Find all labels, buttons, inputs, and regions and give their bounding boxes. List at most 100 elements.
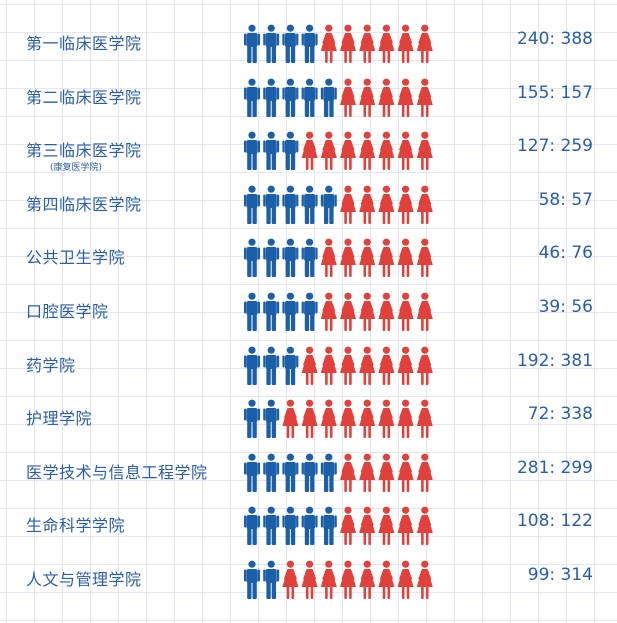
ratio-label: 127: 259: [516, 136, 593, 157]
ratio-label: 192: 381: [516, 350, 593, 371]
female-icon: [416, 506, 433, 546]
male-icon: [320, 453, 337, 492]
female-icon: [320, 399, 337, 439]
ratio-label: 155: 157: [516, 82, 593, 103]
female-icon: [378, 292, 395, 331]
gender-icon-row: [244, 238, 433, 278]
female-icon: [397, 78, 414, 117]
female-icon: [282, 399, 299, 439]
ratio-label: 72: 338: [527, 404, 593, 425]
male-icon: [263, 399, 280, 439]
female-icon: [359, 238, 376, 278]
ratio-label: 99: 314: [527, 565, 593, 585]
chart-row: 第三临床医学院 (康复医学院) 127: 259: [0, 127, 617, 179]
male-icon: [320, 506, 337, 546]
female-icon: [340, 24, 356, 63]
female-icon: [397, 346, 414, 385]
female-icon: [359, 78, 376, 117]
male-icon: [301, 24, 318, 63]
male-icon: [263, 131, 280, 171]
female-icon: [397, 560, 414, 599]
male-icon: [244, 399, 260, 439]
gender-icon-row: [244, 292, 433, 331]
female-icon: [416, 399, 433, 439]
female-icon: [416, 78, 433, 117]
ratio-label: 108: 122: [516, 511, 593, 532]
gender-icon-row: [244, 560, 433, 599]
female-icon: [301, 560, 318, 599]
female-icon: [340, 506, 356, 546]
male-icon: [301, 506, 318, 546]
college-label: 第三临床医学院: [26, 141, 142, 161]
male-icon: [282, 292, 299, 331]
ratio-label: 39: 56: [538, 297, 593, 317]
female-icon: [359, 506, 376, 546]
female-icon: [340, 399, 356, 439]
male-icon: [263, 453, 280, 492]
female-icon: [359, 24, 376, 63]
male-icon: [282, 78, 299, 117]
female-icon: [359, 560, 376, 599]
female-icon: [397, 24, 414, 63]
female-icon: [397, 399, 414, 439]
chart-row: 医学技术与信息工程学院 281: 299: [0, 449, 617, 501]
gender-icon-row: [244, 131, 433, 171]
gender-icon-row: [244, 78, 433, 117]
male-icon: [244, 560, 260, 599]
female-icon: [320, 238, 337, 278]
male-icon: [263, 506, 280, 546]
female-icon: [301, 131, 318, 171]
college-label: 第一临床医学院: [26, 34, 142, 53]
female-icon: [340, 131, 356, 171]
male-icon: [320, 78, 337, 117]
male-icon: [244, 506, 260, 546]
female-icon: [378, 399, 395, 439]
male-icon: [244, 346, 260, 385]
female-icon: [282, 560, 299, 599]
male-icon: [244, 292, 260, 331]
male-icon: [263, 292, 280, 331]
male-icon: [301, 453, 318, 492]
female-icon: [320, 560, 337, 599]
female-icon: [359, 292, 376, 331]
female-icon: [397, 238, 414, 278]
college-label: 药学院: [26, 355, 76, 375]
college-note: (康复医学院): [50, 163, 103, 174]
female-icon: [378, 24, 395, 63]
male-icon: [301, 238, 318, 278]
female-icon: [359, 131, 376, 171]
ratio-label: 58: 57: [538, 189, 593, 210]
gender-icon-row: [244, 346, 433, 385]
female-icon: [416, 292, 433, 331]
female-icon: [340, 560, 356, 599]
male-icon: [244, 24, 260, 63]
female-icon: [416, 24, 433, 63]
chart-row: 人文与管理学院 99: 314: [0, 556, 617, 608]
female-icon: [340, 292, 356, 331]
female-icon: [416, 238, 433, 278]
male-icon: [282, 185, 299, 224]
female-icon: [320, 131, 337, 171]
female-icon: [359, 399, 376, 439]
chart-row: 生命科学学院 108: 122: [0, 502, 617, 554]
female-icon: [397, 292, 414, 331]
male-icon: [244, 453, 260, 492]
college-label: 护理学院: [26, 409, 93, 429]
female-icon: [378, 346, 395, 385]
college-label: 第四临床医学院: [26, 194, 142, 214]
male-icon: [320, 185, 337, 224]
female-icon: [378, 238, 395, 278]
male-icon: [263, 560, 280, 599]
female-icon: [340, 185, 356, 224]
male-icon: [263, 78, 280, 117]
female-icon: [416, 131, 433, 171]
male-icon: [263, 238, 280, 278]
college-label: 医学技术与信息工程学院: [26, 462, 208, 482]
gender-icon-row: [244, 453, 433, 492]
female-icon: [359, 453, 376, 492]
female-icon: [397, 131, 414, 171]
chart-row: 药学院 192: 381: [0, 342, 617, 394]
female-icon: [397, 453, 414, 492]
gender-icon-row: [244, 24, 433, 63]
